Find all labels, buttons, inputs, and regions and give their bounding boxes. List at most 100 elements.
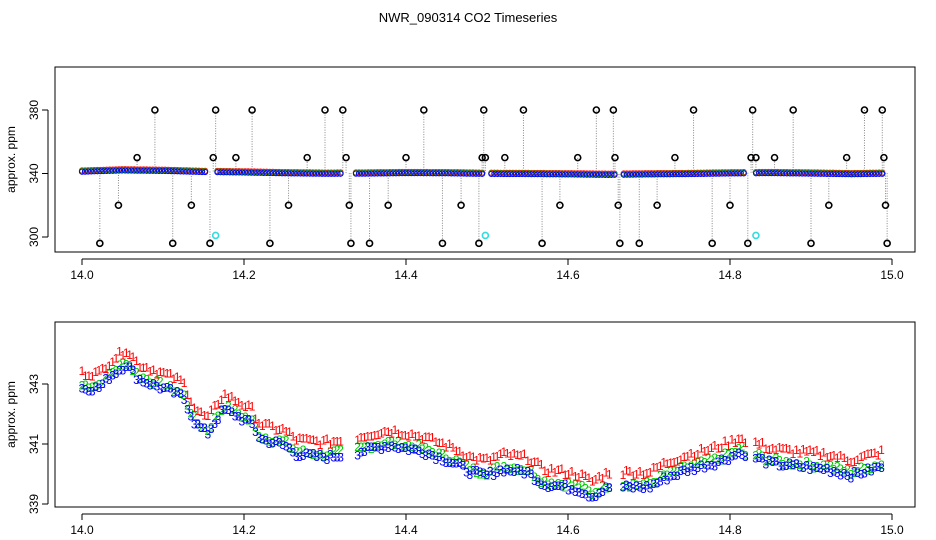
- series-3-point: 3: [276, 436, 283, 450]
- series-2-point: 2: [324, 449, 331, 463]
- series-3-point: 3: [225, 403, 232, 417]
- series-3-point: 3: [463, 465, 470, 479]
- series-2-point: 2: [174, 385, 181, 399]
- series-2-point: 2: [381, 437, 388, 451]
- series-1-point: 1: [327, 437, 334, 451]
- baseline-point: [731, 170, 738, 177]
- series-2-point: 2: [718, 453, 725, 467]
- series-1-point: 1: [426, 430, 433, 444]
- series-3-point: 3: [827, 466, 834, 480]
- series-1-point: 1: [378, 427, 385, 441]
- series-2-point: 2: [545, 478, 552, 492]
- baseline-point: [663, 171, 670, 178]
- series-3-point: 3: [684, 465, 691, 479]
- series-2-point: 2: [290, 442, 297, 456]
- series-1-point: 1: [286, 425, 293, 439]
- series-3-point: 3: [126, 360, 133, 374]
- series-2-point: 2: [405, 438, 412, 452]
- series-2-point: 2: [130, 364, 137, 378]
- series-3-point: 3: [643, 479, 650, 493]
- baseline-point: [623, 171, 630, 178]
- series-1-point: 1: [449, 441, 456, 455]
- series-1-point: 1: [871, 446, 878, 460]
- series-3-point: 3: [113, 367, 120, 381]
- series-2-point: 2: [259, 432, 266, 446]
- series-3-point: 3: [688, 461, 695, 475]
- baseline-point: [85, 168, 92, 175]
- series-1-point: 1: [116, 344, 123, 358]
- series-2-point: 2: [89, 380, 96, 394]
- baseline-point: [697, 170, 704, 178]
- spike-point: [609, 106, 618, 114]
- series-3-point: 3: [861, 467, 868, 481]
- baseline-point: [709, 170, 717, 177]
- series-1-point: 1: [225, 391, 232, 405]
- series-1-point: 1: [371, 429, 378, 443]
- series-2-point: 2: [858, 460, 865, 474]
- series-3-point: 3: [102, 371, 109, 385]
- baseline-point: [836, 170, 843, 178]
- series-1-point: 1: [848, 456, 855, 470]
- baseline-point: [506, 170, 513, 178]
- series-1-point: 1: [824, 451, 831, 465]
- series-2-point: 2: [167, 378, 174, 392]
- series-2-point: 2: [504, 463, 511, 477]
- series-1-point: 1: [171, 372, 178, 386]
- series-1-point: 1: [507, 449, 514, 463]
- baseline-point: [118, 167, 126, 174]
- series-2-point: 2: [443, 452, 450, 466]
- baseline-point: [857, 171, 864, 178]
- series-1-point: 1: [606, 468, 613, 482]
- series-2-point: 2: [851, 466, 858, 480]
- series-2-point: 2: [667, 464, 674, 478]
- series-3-point: 3: [756, 451, 763, 465]
- series-2-point: 2: [276, 433, 283, 447]
- series-3-point: 3: [218, 403, 225, 417]
- series-2-point: 2: [364, 440, 371, 454]
- series-3-point: 3: [96, 381, 103, 395]
- series-1-point: 1: [239, 398, 246, 412]
- series-2-point: 2: [99, 377, 106, 391]
- baseline-point: [596, 171, 603, 178]
- baseline-point: [365, 170, 372, 177]
- series-2-point: 2: [728, 446, 735, 460]
- series-3-point: 3: [878, 461, 885, 475]
- series-2-point: 2: [222, 403, 229, 417]
- spike-point: [748, 106, 757, 114]
- series-3-point: 3: [868, 465, 875, 479]
- baseline-point: [515, 170, 523, 178]
- series-1-point: 1: [776, 441, 783, 455]
- baseline-point: [429, 170, 436, 177]
- series-3-point: 3: [732, 448, 739, 462]
- series-2-point: 2: [422, 440, 429, 454]
- series-1-point: 1: [779, 441, 786, 455]
- series-3-point: 3: [395, 442, 402, 456]
- series-3-point: 3: [174, 385, 181, 399]
- series-2-point: 2: [762, 455, 769, 469]
- baseline-point: [654, 171, 661, 178]
- series-2-point: 2: [215, 409, 222, 423]
- series-2-point: 2: [660, 468, 667, 482]
- series-3-point: 3: [313, 450, 320, 464]
- series-2-point: 2: [191, 409, 198, 423]
- series-1-point: 1: [154, 367, 161, 381]
- baseline-point: [297, 170, 304, 177]
- spike-point: [708, 239, 716, 248]
- series-3-point: 3: [494, 466, 501, 480]
- series-2-point: 2: [817, 461, 824, 475]
- series-3-point: 3: [300, 449, 307, 463]
- spike-point: [573, 153, 582, 162]
- series-2-point: 2: [460, 457, 467, 471]
- series-2-point: 2: [154, 373, 161, 387]
- series-1-point: 1: [483, 451, 490, 465]
- baseline-point: [666, 171, 673, 178]
- baseline-point: [251, 169, 258, 176]
- top-y-tick-label: 340: [27, 163, 41, 183]
- series-2-point: 2: [599, 478, 606, 492]
- series-3-point: 3: [813, 461, 820, 475]
- series-2-point: 2: [834, 459, 841, 473]
- series-2-point: 2: [228, 405, 235, 419]
- baseline-point: [106, 167, 113, 174]
- series-2-point: 2: [524, 464, 531, 478]
- series-1-point: 1: [140, 361, 147, 375]
